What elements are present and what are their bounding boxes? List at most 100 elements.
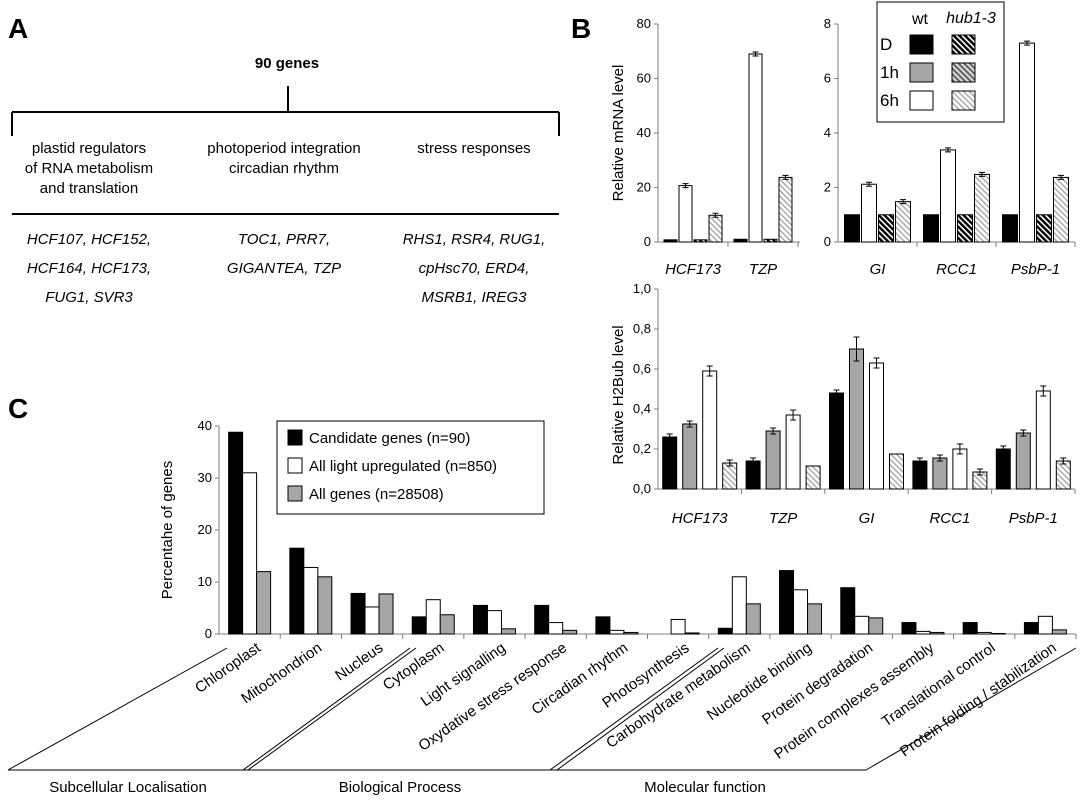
legend-header-wt: wt (911, 11, 929, 28)
go-bar (609, 629, 625, 635)
error-bar (752, 51, 759, 57)
panel-a-gene-list: GIGANTEA, TZP (227, 260, 341, 277)
y-tick-label: 0 (824, 234, 831, 249)
panel-a-gene-list: TOC1, PRR7, (238, 231, 330, 248)
legend-swatch (287, 485, 303, 502)
h2bub-chart: Relative H2Bub level 0,0 0,2 0,4 0,6 0,8 1,0 HC… (610, 281, 1076, 527)
legend-swatch (287, 429, 303, 446)
mrna-bar (895, 201, 911, 243)
error-bar (979, 171, 985, 177)
go-ylabel: Percentahe of genes (159, 461, 176, 599)
h2bub-category-label: PsbP-1 (1009, 510, 1058, 527)
go-bar (779, 570, 795, 635)
error-bar (936, 454, 943, 462)
legend-swatch-mut (951, 34, 976, 55)
panel-a-gene-list: HCF107, HCF152, (27, 231, 151, 248)
legend-swatch-wt (909, 90, 934, 111)
go-category-label: Nucleus (332, 639, 386, 684)
go-bar (1023, 622, 1039, 635)
error-bar (873, 357, 880, 369)
panel-a-group-title: circadian rhythm (229, 160, 339, 177)
go-bar (411, 616, 427, 635)
panel-a-group-title: of RNA metabolism (25, 160, 153, 177)
panel-a-root: 90 genes (255, 55, 319, 72)
mrna-bar (1019, 42, 1035, 243)
go-bar (364, 606, 380, 635)
go-category-label: Nucleotide binding (704, 639, 815, 724)
go-bar (990, 632, 1006, 635)
legend-row-label: 6h (880, 91, 899, 110)
error-bar (916, 457, 923, 465)
mrna-bar (763, 238, 778, 243)
go-bar (717, 627, 733, 635)
mrna-category-label: GI (870, 261, 886, 278)
h2bub-ylabel: Relative H2Bub level (610, 325, 627, 464)
panel-a-tree (11, 86, 560, 215)
mrna-bar (878, 214, 894, 243)
error-bar (833, 389, 840, 397)
h2bub-bar (682, 423, 698, 490)
error-bar (750, 457, 757, 465)
legend-swatch-mut (951, 62, 976, 83)
error-bar (686, 420, 693, 428)
go-bar (534, 604, 550, 635)
go-category-label: Protein degradation (759, 639, 876, 728)
group-label: Molecular function (644, 779, 766, 796)
mrna-chart: Relative mRNA level 0 20 40 60 80 HCF173 TZP 0 2 4… (610, 16, 1076, 278)
panel-a-gene-list: MSRB1, IREG3 (421, 289, 527, 306)
go-legend: Candidate genes (n=90) All light upregula… (276, 420, 545, 515)
y-tick-label: 4 (824, 125, 831, 140)
legend-entry: All light upregulated (n=850) (309, 458, 497, 475)
legend-entry: Candidate genes (n=90) (309, 430, 470, 447)
h2bub-bar (869, 362, 884, 490)
go-bar (745, 603, 761, 635)
mrna-bar (678, 185, 693, 243)
error-bar (790, 409, 797, 421)
h2bub-bar (1015, 432, 1031, 490)
go-bar (242, 472, 258, 635)
go-bar (793, 589, 809, 635)
panel-c: C Percentahe of genes010203040Chloroplas… (7, 393, 1077, 796)
group-label: Biological Process (339, 779, 462, 796)
y-tick-label: 0,6 (633, 361, 651, 376)
y-tick-label: 80 (637, 16, 651, 31)
y-tick-label: 0 (205, 626, 212, 641)
mrna-bar (974, 173, 990, 243)
group-bracket (242, 647, 557, 771)
mrna-bar (923, 214, 939, 243)
error-bar (1024, 40, 1030, 46)
error-bar (712, 212, 719, 218)
h2bub-bar (829, 392, 844, 490)
go-bar (807, 603, 823, 635)
go-bar (303, 566, 319, 635)
panel-a-gene-list: FUG1, SVR3 (45, 289, 133, 306)
mrna-bar (1002, 214, 1018, 243)
go-bar (256, 571, 272, 635)
y-tick-label: 6 (824, 71, 831, 86)
error-bar (782, 174, 789, 180)
go-bar (595, 616, 611, 635)
y-tick-label: 0,4 (633, 401, 651, 416)
error-bar (666, 433, 673, 441)
go-bar (976, 631, 992, 635)
h2bub-bar (722, 462, 738, 490)
mrna-bar (844, 214, 860, 243)
h2bub-bar (765, 430, 781, 490)
group-label: Subcellular Localisation (49, 779, 207, 796)
panel-a-group-title: stress responses (417, 140, 530, 157)
go-bar (854, 615, 870, 635)
go-bar (915, 630, 931, 635)
h2bub-category-label: GI (859, 510, 875, 527)
go-bar (962, 622, 978, 635)
h2bub-bar (889, 453, 904, 490)
go-bar (929, 631, 945, 635)
mrna-bar (778, 176, 793, 243)
h2bub-bar (1035, 390, 1051, 490)
error-bar (866, 181, 872, 187)
legend-row-label: D (880, 35, 892, 54)
go-bar (1051, 629, 1067, 635)
panel-a-gene-list: RHS1, RSR4, RUG1, (403, 231, 546, 248)
legend-header-mut: hub1-3 (946, 10, 996, 27)
panel-a-group-title: photoperiod integration (207, 140, 360, 157)
go-bar (289, 547, 305, 635)
